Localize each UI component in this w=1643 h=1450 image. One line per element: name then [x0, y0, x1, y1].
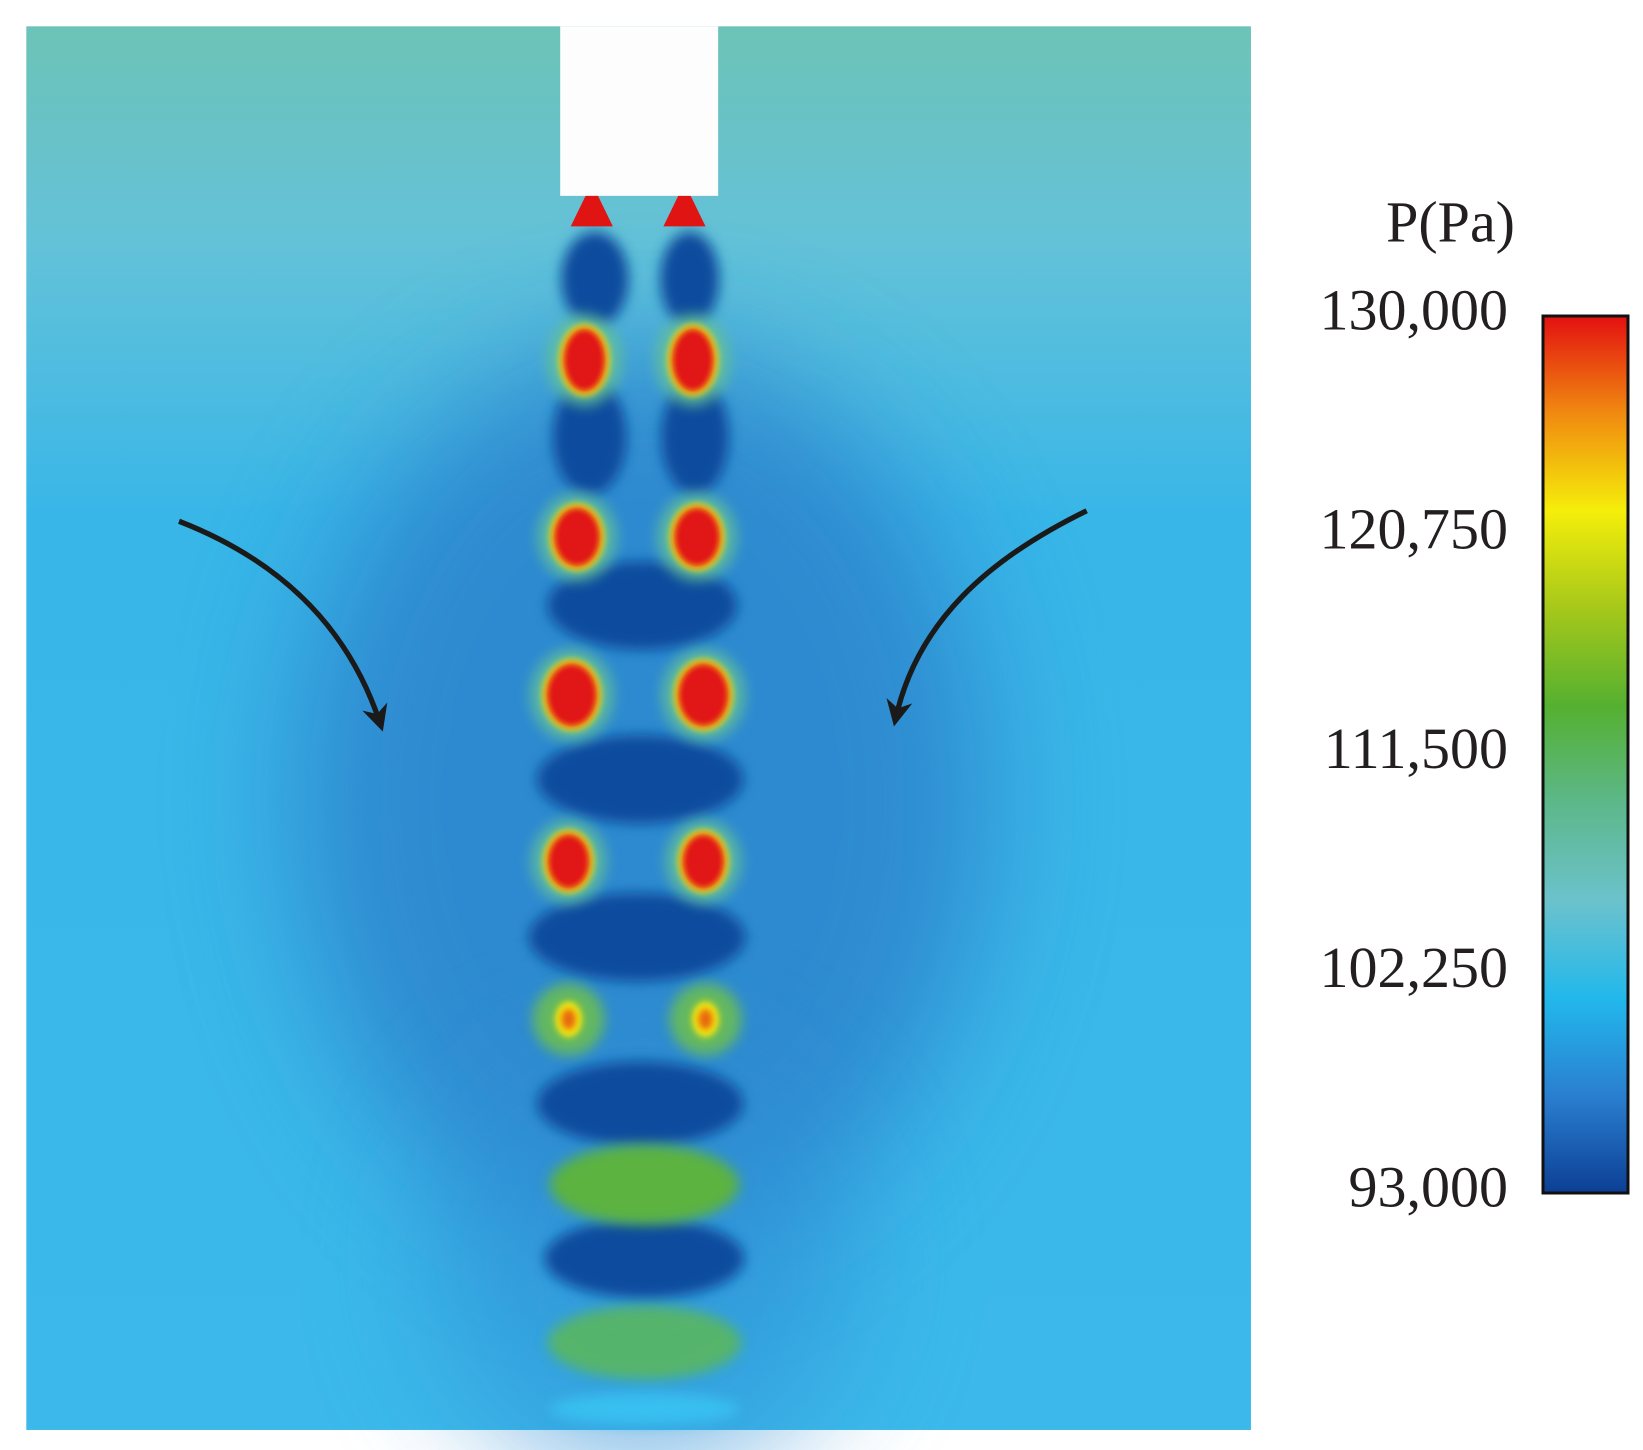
colorbar-label: P(Pa)	[1386, 189, 1515, 254]
colorbar-tick-label: 130,000	[1320, 277, 1509, 342]
jet-cell	[682, 833, 725, 889]
jet-cell	[552, 379, 627, 495]
jet-cell	[553, 507, 601, 567]
jet-cell	[671, 328, 714, 392]
jet-cell	[563, 328, 606, 392]
jet-cell	[561, 1008, 576, 1030]
jet-cell	[661, 379, 729, 495]
colorbar-tick-label: 120,750	[1320, 497, 1509, 562]
jet-cell	[547, 833, 590, 889]
jet-cell	[547, 561, 738, 650]
jet-cell	[537, 734, 744, 824]
jet-cell	[673, 507, 721, 567]
colorbar-tick-label: 111,500	[1324, 716, 1508, 781]
colorbar-tick-label: 93,000	[1349, 1154, 1509, 1219]
jet-column	[528, 166, 746, 1425]
colorbar: 130,000 120,750 111,500 102,250 93,000	[1320, 277, 1630, 1219]
jet-cell	[549, 1393, 740, 1425]
jet-cell	[537, 1061, 744, 1146]
nozzle-jet	[663, 166, 706, 227]
jet-cell	[546, 663, 598, 727]
jet-cell	[561, 231, 629, 327]
jet-cell	[678, 663, 729, 727]
jet-cell	[660, 231, 720, 327]
flow-arrow	[178, 518, 388, 732]
flow-arrow	[886, 508, 1088, 727]
jet-cell	[698, 1008, 713, 1030]
contour-field	[26, 26, 1251, 1450]
nozzle	[560, 26, 719, 196]
colorbar-tick-label: 102,250	[1320, 935, 1509, 1000]
jet-cell	[549, 1144, 740, 1225]
jet-cell	[547, 1305, 742, 1380]
colorbar-scale	[1541, 314, 1630, 1195]
jet-cell	[528, 892, 746, 982]
nozzle-jet	[570, 166, 613, 227]
jet-cell	[544, 1218, 745, 1299]
